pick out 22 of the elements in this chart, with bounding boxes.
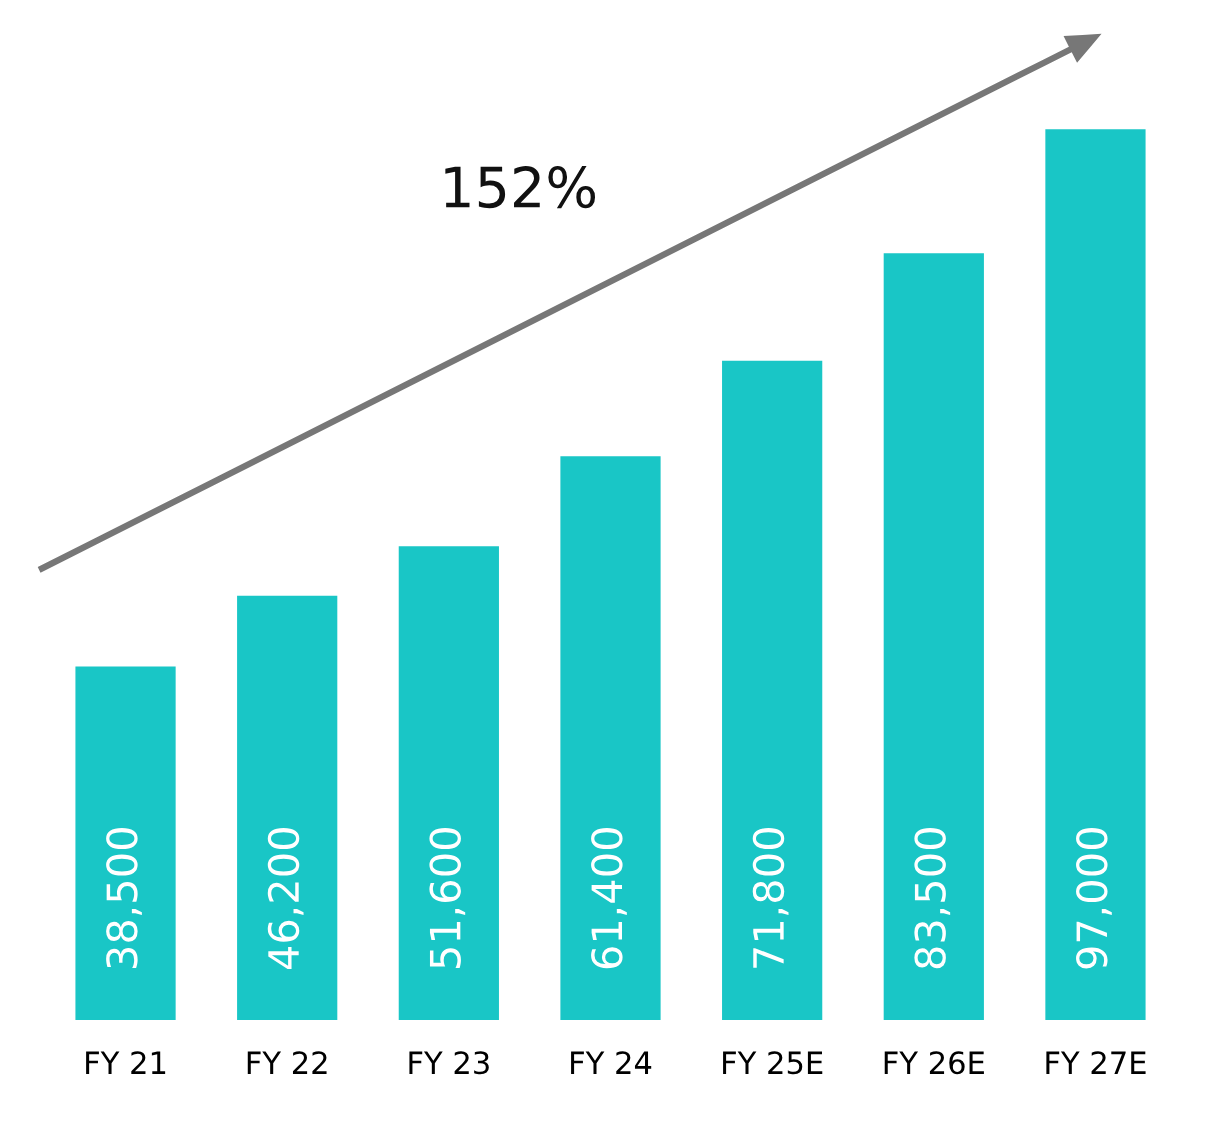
data-label: 83,500 [914, 828, 951, 969]
data-label: 61,400 [591, 828, 627, 969]
data-label: 51,600 [429, 828, 466, 968]
bar [722, 360, 823, 1021]
data-label: 46,200 [267, 828, 304, 970]
data-label: 97,000 [1076, 828, 1112, 969]
bar [398, 546, 499, 1021]
bar [237, 595, 338, 1021]
bar [1045, 129, 1146, 1021]
data-label: 38,500 [106, 828, 142, 968]
bar [560, 456, 661, 1021]
x-tick-label: FY 27E [1046, 1051, 1146, 1074]
bar [883, 253, 984, 1021]
x-tick-label: FY 25E [723, 1051, 823, 1075]
x-tick-label: FY 21 [86, 1051, 166, 1074]
x-tick-label: FY 22 [247, 1051, 327, 1074]
x-tick-label: FY 26E [884, 1051, 984, 1075]
data-label: 71,800 [752, 828, 789, 968]
bar [75, 666, 176, 1021]
x-tick-label: FY 24 [571, 1051, 652, 1074]
x-tick-label: FY 23 [409, 1051, 489, 1075]
annotation: 152% [445, 166, 596, 209]
